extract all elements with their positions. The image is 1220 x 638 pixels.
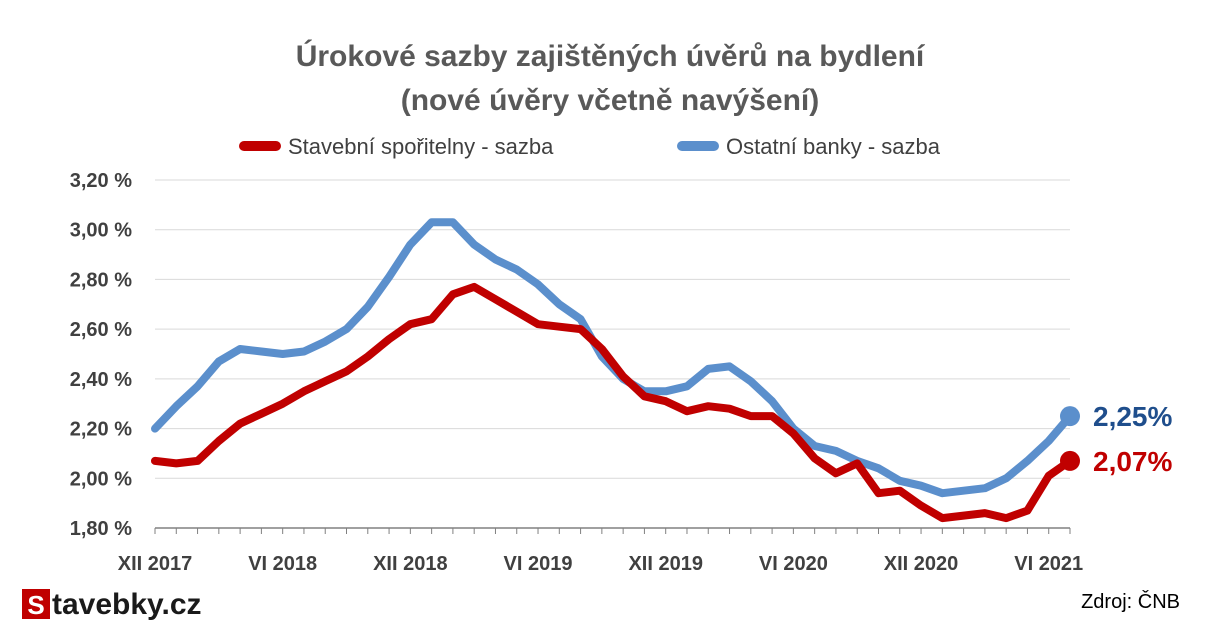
y-tick-label: 3,00 % (70, 220, 132, 242)
x-tick-label: XII 2019 (628, 553, 703, 575)
y-tick-label: 3,20 % (70, 170, 132, 192)
y-tick-label: 2,00 % (70, 468, 132, 490)
gridlines (155, 179, 1070, 529)
chart-subtitle: (nové úvěry včetně navýšení) (401, 84, 820, 117)
source-note: Zdroj: ČNB (1081, 590, 1180, 613)
legend-label: Stavební spořitelny - sazba (288, 134, 554, 159)
y-tick-label: 1,80 % (70, 518, 132, 540)
legend-label: Ostatní banky - sazba (726, 134, 941, 159)
x-tick-label: XII 2020 (884, 553, 959, 575)
end-value-label: 2,07% (1093, 446, 1172, 477)
y-tick-label: 2,20 % (70, 419, 132, 441)
end-markers: 2,07% 2,25% (1060, 401, 1172, 477)
brand-letter: S (27, 590, 44, 620)
y-tick-label: 2,40 % (70, 369, 132, 391)
x-tick-label: VI 2018 (248, 553, 317, 575)
brand-name: tavebky.cz (52, 588, 202, 621)
end-marker (1060, 406, 1080, 427)
series-line-0 (151, 282, 1074, 523)
x-tick-label: XII 2018 (373, 553, 448, 575)
brand-letter-box (22, 589, 50, 619)
y-tick-label: 2,60 % (70, 319, 132, 341)
brand-logo: S tavebky.cz (22, 588, 202, 621)
series-lines (151, 218, 1074, 523)
x-tick-label: VI 2021 (1014, 553, 1083, 575)
y-axis: 1,80 % 2,00 % 2,20 % 2,40 % 2,60 % 2,80 % 3,00… (70, 170, 132, 540)
end-value-label: 2,25% (1093, 401, 1172, 432)
x-tick-label: VI 2019 (504, 553, 573, 575)
chart-title: Úrokové sazby zajištěných úvěrů na bydle… (296, 39, 926, 73)
end-marker (1060, 450, 1080, 471)
y-tick-label: 2,80 % (70, 269, 132, 291)
legend: Stavební spořitelny - sazba Ostatní banky… (239, 134, 941, 159)
x-tick-label: VI 2020 (759, 553, 828, 575)
x-tick-label: XII 2017 (118, 553, 193, 575)
x-axis: XII 2017 VI 2018 XII 2018 VI 2019 XII 2019 VI… (118, 528, 1083, 575)
